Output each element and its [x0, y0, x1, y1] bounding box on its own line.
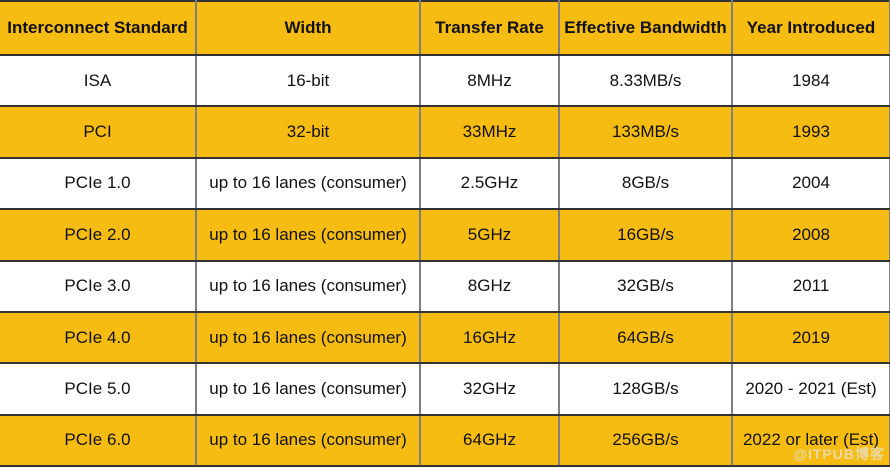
table-cell: PCIe 6.0 [0, 413, 197, 467]
table-row: PCI 32-bit 33MHz 133MB/s 1993 [0, 105, 890, 159]
table-cell: up to 16 lanes (consumer) [195, 208, 421, 262]
column-header: Transfer Rate [419, 0, 560, 56]
table-cell: up to 16 lanes (consumer) [195, 362, 421, 416]
table-cell: 16GHz [419, 310, 560, 365]
table-body: ISA 16-bit 8MHz 8.33MB/s 1984 PCI 32-bit 33MHz 1… [0, 53, 890, 467]
table-cell: 5GHz [419, 208, 560, 262]
table-cell: 2019 [731, 310, 890, 365]
column-header: Effective Bandwidth [558, 0, 733, 56]
column-header: Year Introduced [731, 0, 890, 56]
table-cell: PCIe 5.0 [0, 362, 197, 416]
table-cell: PCIe 4.0 [0, 310, 197, 365]
table-row: PCIe 2.0 up to 16 lanes (consumer) 5GHz 16G… [0, 208, 890, 262]
table-cell: 2004 [731, 156, 890, 211]
table-cell: 64GHz [419, 413, 560, 467]
table-cell: 2022 or later (Est) [731, 413, 890, 467]
table-row: PCIe 3.0 up to 16 lanes (consumer) 8GHz 32G… [0, 259, 890, 313]
column-header: Width [195, 0, 421, 56]
table-cell: up to 16 lanes (consumer) [195, 156, 421, 211]
table-cell: 2008 [731, 208, 890, 262]
column-header: Interconnect Standard [0, 0, 197, 56]
table-cell: ISA [0, 53, 197, 108]
table-row: ISA 16-bit 8MHz 8.33MB/s 1984 [0, 53, 890, 108]
table-cell: 133MB/s [558, 105, 733, 159]
table-row: PCIe 6.0 up to 16 lanes (consumer) 64GHz 25… [0, 413, 890, 467]
table-cell: PCIe 1.0 [0, 156, 197, 211]
table-row: PCIe 5.0 up to 16 lanes (consumer) 32GHz 12… [0, 362, 890, 416]
table-cell: up to 16 lanes (consumer) [195, 310, 421, 365]
table-cell: PCIe 3.0 [0, 259, 197, 313]
table-cell: 64GB/s [558, 310, 733, 365]
table-cell: 1984 [731, 53, 890, 108]
table-cell: up to 16 lanes (consumer) [195, 413, 421, 467]
table-cell: 256GB/s [558, 413, 733, 467]
table-cell: 32-bit [195, 105, 421, 159]
table-cell: PCI [0, 105, 197, 159]
table-row: PCIe 1.0 up to 16 lanes (consumer) 2.5GHz 8… [0, 156, 890, 211]
table-cell: 8MHz [419, 53, 560, 108]
table-cell: 128GB/s [558, 362, 733, 416]
table-cell: 8.33MB/s [558, 53, 733, 108]
table-cell: up to 16 lanes (consumer) [195, 259, 421, 313]
table-cell: 2011 [731, 259, 890, 313]
table-cell: 16-bit [195, 53, 421, 108]
table-cell: 33MHz [419, 105, 560, 159]
table-cell: 1993 [731, 105, 890, 159]
table-cell: 32GHz [419, 362, 560, 416]
table-cell: 8GB/s [558, 156, 733, 211]
table-cell: 16GB/s [558, 208, 733, 262]
table-cell: PCIe 2.0 [0, 208, 197, 262]
table-cell: 32GB/s [558, 259, 733, 313]
table-cell: 2.5GHz [419, 156, 560, 211]
header-row: Interconnect Standard Width Transfer Rate E… [0, 0, 890, 56]
table-cell: 8GHz [419, 259, 560, 313]
table-row: PCIe 4.0 up to 16 lanes (consumer) 16GHz 64… [0, 310, 890, 365]
table-cell: 2020 - 2021 (Est) [731, 362, 890, 416]
